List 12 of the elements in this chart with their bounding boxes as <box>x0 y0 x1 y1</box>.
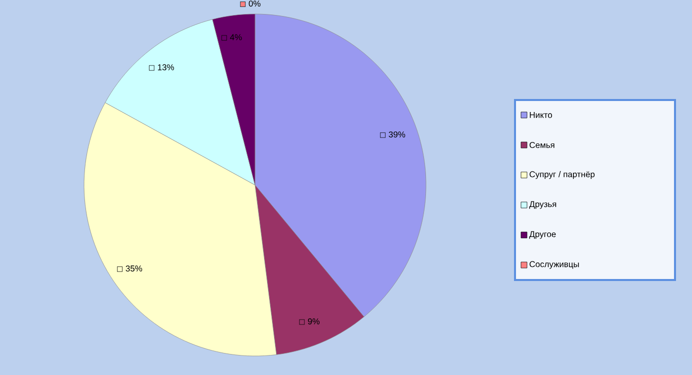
legend-label: Супруг / партнёр <box>530 171 595 179</box>
data-label: 35% <box>126 265 142 272</box>
data-label: 4% <box>230 34 242 40</box>
legend-label: Другое <box>529 231 556 239</box>
text: 0% <box>248 0 260 7</box>
legend-label: Друзья <box>529 201 556 209</box>
data-label: 9% <box>308 318 320 324</box>
legend-label: Семья <box>530 142 554 148</box>
data-label: 13% <box>158 64 174 70</box>
data-label: 39% <box>388 131 406 138</box>
legend-label: Никто <box>530 112 552 118</box>
legend-label: Сослуживцы <box>530 261 579 269</box>
